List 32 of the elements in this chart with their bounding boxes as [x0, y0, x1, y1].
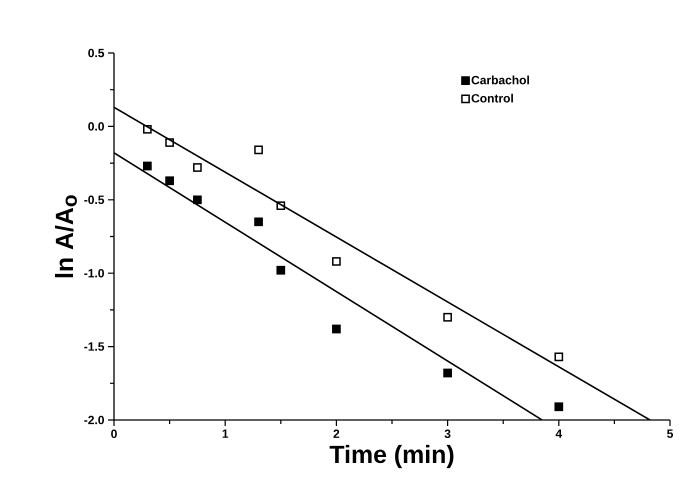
y-tick-label: 0.5	[88, 48, 104, 58]
point	[276, 266, 286, 275]
point	[165, 138, 174, 147]
y-tick-label: -2.0	[84, 416, 104, 424]
y-axis-title: ln A/A$_{o}$	[54, 195, 77, 278]
x-tick-label: 3	[444, 430, 451, 438]
point	[254, 146, 263, 154]
x-tick-label: 5	[667, 430, 674, 438]
legend-label: Carbachol	[472, 76, 529, 84]
y-tick-label: 0.0	[88, 122, 104, 131]
point	[332, 257, 341, 266]
x-tick-label: 0	[111, 430, 117, 438]
legend-label: Control	[472, 94, 513, 103]
point	[193, 163, 202, 172]
point	[276, 201, 286, 210]
point	[143, 124, 152, 134]
point	[165, 176, 174, 186]
point	[554, 402, 564, 412]
y-tick-label: -1.5	[84, 342, 104, 351]
point	[254, 217, 263, 226]
y-tick-label: -0.5	[84, 196, 104, 204]
x-axis-title: Time (min)	[330, 444, 454, 468]
point	[332, 324, 341, 334]
point	[443, 368, 452, 378]
point	[193, 195, 202, 204]
point	[554, 352, 564, 362]
point	[143, 162, 152, 170]
x-tick-label: 4	[556, 430, 562, 438]
x-tick-label: 2	[333, 430, 340, 438]
x-tick-label: 1	[222, 430, 228, 438]
y-tick-label: -1.0	[84, 268, 104, 278]
point	[443, 312, 452, 322]
